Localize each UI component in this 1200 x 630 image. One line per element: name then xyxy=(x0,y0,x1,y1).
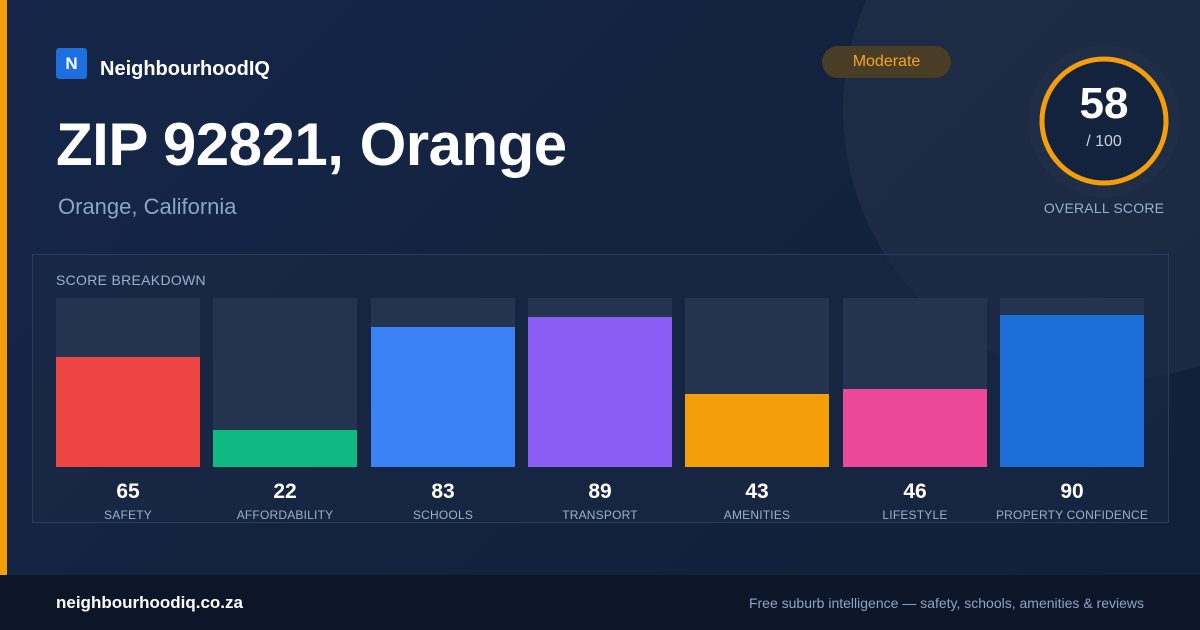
footer: neighbourhoodiq.co.za Free suburb intell… xyxy=(0,575,1200,630)
accent-bar xyxy=(0,0,7,575)
brand: N NeighbourhoodIQ xyxy=(56,46,270,81)
score-breakdown-title: SCORE BREAKDOWN xyxy=(56,272,206,288)
overall-score-ring xyxy=(1028,45,1180,197)
score-ring-track xyxy=(1039,56,1169,186)
overall-score-max: / 100 xyxy=(1086,133,1122,150)
overall-score-value: 58 xyxy=(1079,79,1129,128)
overall-score-caption: OVERALL SCORE xyxy=(1043,200,1165,216)
brand-logo-icon: N xyxy=(56,48,87,79)
location-subtitle: Orange, California xyxy=(58,194,237,219)
page-title: ZIP 92821, Orange xyxy=(56,111,567,178)
rating-badge: Moderate xyxy=(822,46,951,78)
score-breakdown-panel xyxy=(32,254,1169,523)
brand-name: NeighbourhoodIQ xyxy=(100,58,270,80)
footer-tagline: Free suburb intelligence — safety, schoo… xyxy=(748,594,1144,611)
footer-site-link[interactable]: neighbourhoodiq.co.za xyxy=(56,592,243,612)
